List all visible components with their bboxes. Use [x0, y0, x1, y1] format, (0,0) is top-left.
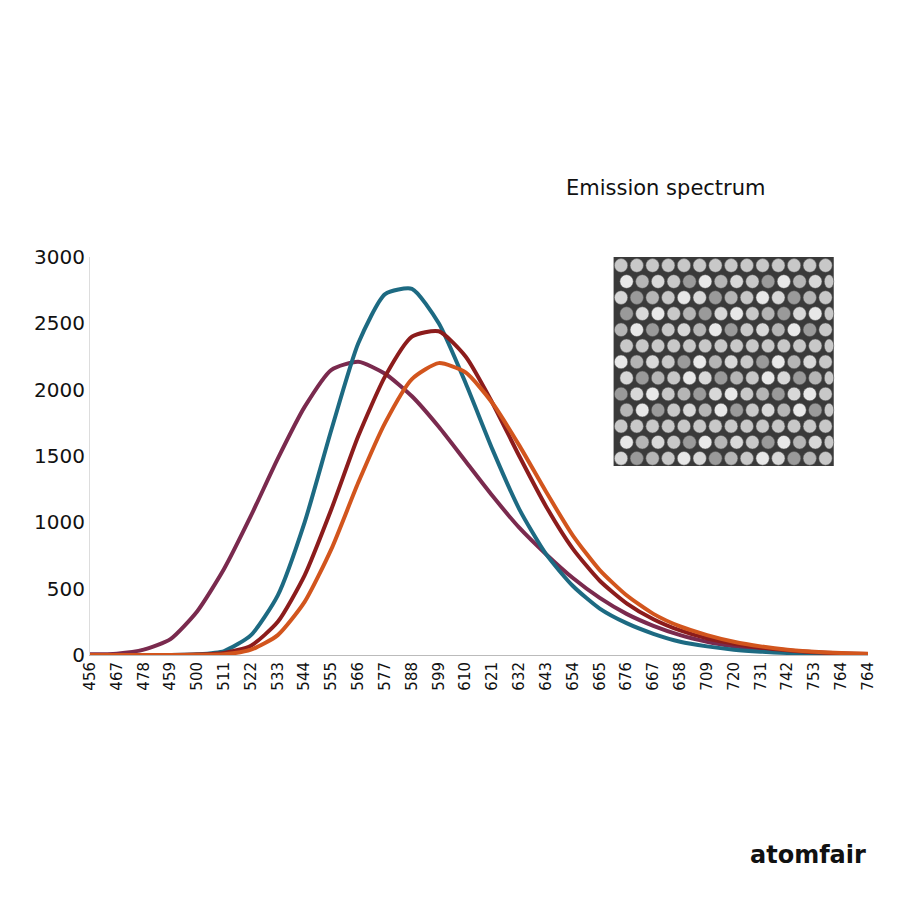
- svg-text:599: 599: [430, 662, 448, 691]
- svg-text:456: 456: [81, 662, 99, 691]
- svg-text:764: 764: [832, 662, 850, 691]
- svg-text:764: 764: [859, 662, 877, 691]
- svg-text:467: 467: [108, 662, 126, 691]
- svg-text:478: 478: [135, 662, 153, 691]
- svg-text:522: 522: [242, 662, 260, 691]
- svg-text:2500: 2500: [34, 311, 85, 335]
- svg-text:544: 544: [295, 662, 313, 691]
- svg-text:500: 500: [188, 662, 206, 691]
- svg-text:533: 533: [269, 662, 287, 691]
- svg-text:588: 588: [403, 662, 421, 691]
- svg-text:643: 643: [537, 662, 555, 691]
- svg-text:720: 720: [725, 662, 743, 691]
- svg-text:610: 610: [456, 662, 474, 691]
- svg-text:709: 709: [698, 662, 716, 691]
- svg-text:753: 753: [805, 662, 823, 691]
- svg-text:621: 621: [483, 662, 501, 691]
- svg-text:0: 0: [72, 643, 85, 667]
- svg-text:566: 566: [349, 662, 367, 691]
- svg-text:Emission spectrum: Emission spectrum: [566, 176, 765, 200]
- svg-text:632: 632: [510, 662, 528, 691]
- svg-text:742: 742: [778, 662, 796, 691]
- svg-text:459: 459: [161, 662, 179, 691]
- svg-text:2000: 2000: [34, 378, 85, 402]
- svg-text:511: 511: [215, 662, 233, 691]
- svg-text:1000: 1000: [34, 510, 85, 534]
- svg-text:500: 500: [47, 577, 85, 601]
- svg-text:667: 667: [644, 662, 662, 691]
- svg-text:731: 731: [752, 662, 770, 691]
- svg-text:676: 676: [617, 662, 635, 691]
- svg-text:658: 658: [671, 662, 689, 691]
- svg-text:555: 555: [322, 662, 340, 691]
- svg-text:atomfair: atomfair: [750, 841, 866, 869]
- svg-text:654: 654: [564, 662, 582, 691]
- svg-text:665: 665: [591, 662, 609, 691]
- svg-text:1500: 1500: [34, 444, 85, 468]
- svg-text:577: 577: [376, 662, 394, 691]
- svg-text:3000: 3000: [34, 245, 85, 269]
